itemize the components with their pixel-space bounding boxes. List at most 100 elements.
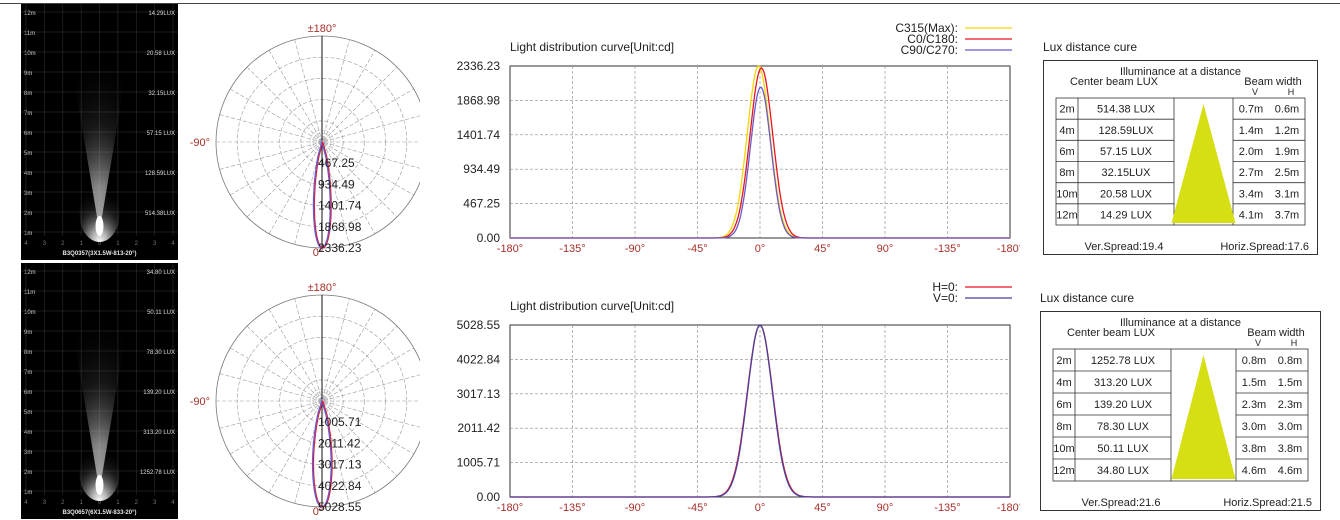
y-tick-label: 5028.55: [457, 318, 501, 332]
y-tick-label: 4022.84: [457, 352, 501, 366]
photo-caption: B3Q0657(6X1.5W-833-20°): [21, 507, 178, 519]
legend-label: H=0:: [932, 280, 958, 294]
polar-lobe: [313, 399, 333, 508]
y-tick-label: 1005.71: [457, 456, 501, 470]
lux-label: 32.15LUX: [148, 91, 175, 97]
series-line: [510, 86, 1010, 239]
light-source: [95, 475, 104, 495]
lux-value: 14.29 LUX: [1100, 209, 1153, 221]
lux-label: 34.80 LUX: [147, 270, 175, 276]
lux-label: 20.58 LUX: [147, 51, 175, 57]
polar-ring-label: 1401.74: [318, 199, 362, 213]
lux-value: 313.20 LUX: [1094, 377, 1153, 389]
ver-spread: Ver.Spread:19.4: [1085, 241, 1164, 253]
distance-label: 7m: [24, 111, 32, 117]
distance-label: 3m: [24, 450, 32, 456]
x-tick-label: 45°: [814, 243, 831, 255]
photo-x-tick: 1: [116, 241, 120, 247]
panel-row-2: 12m 11m 10m 9m 8m 7m 6m 5m 4m 3m 2m 1m 4 3 2 1 0 1 2 3 4 34.8…: [0, 263, 1340, 520]
lux-v-width: 1.5m: [1242, 377, 1266, 389]
lux-distance: 2m: [1059, 104, 1074, 116]
polar-top-label: ±180°: [308, 282, 337, 294]
lux-distance: 4m: [1056, 377, 1071, 389]
x-tick-label: -180°: [497, 243, 523, 255]
lux-v-width: 3.4m: [1239, 188, 1263, 200]
distance-label: 4m: [24, 171, 32, 177]
light-distribution-chart: Light distribution curve[Unit:cd] C315(Ma…: [457, 21, 1020, 255]
beam-photo: 12m 11m 10m 9m 8m 7m 6m 5m 4m 3m 2m 1m 4 3 2 1 0 1 2 3 4 34.8…: [21, 263, 178, 507]
lux-label: 78.30 LUX: [147, 350, 175, 356]
distance-label: 9m: [24, 71, 32, 77]
beam-photo-canvas: 12m 11m 10m 9m 8m 7m 6m 5m 4m 3m 2m 1m 4 3 2 1 0 1 2 3 4 14.2…: [21, 4, 178, 247]
distance-label: 1m: [24, 231, 32, 237]
lux-distance: 4m: [1059, 125, 1074, 137]
y-tick-label: 0.00: [477, 231, 501, 245]
lux-h-width: 1.5m: [1278, 377, 1302, 389]
lux-header: Illuminance at a distance: [1120, 317, 1241, 329]
chart-title: Light distribution curve[Unit:cd]: [510, 40, 674, 54]
lux-label: 14.29LUX: [148, 11, 175, 17]
polar-ring-label: 2011.42: [318, 436, 361, 450]
y-tick-label: 467.25: [463, 197, 500, 211]
panel-row-1: 12m 11m 10m 9m 8m 7m 6m 5m 4m 3m 2m 1m 4 3 2 1 0 1 2 3 4 14.2…: [0, 4, 1340, 261]
x-tick-label: -45°: [687, 502, 707, 514]
photo-x-tick: 2: [61, 500, 65, 506]
lux-label: 514.38LUX: [145, 211, 175, 217]
polar-ring-label: 1868.98: [318, 220, 362, 234]
lux-value: 1252.78 LUX: [1091, 355, 1156, 367]
lux-v-width: 1.4m: [1239, 125, 1263, 137]
lux-value: 139.20 LUX: [1094, 399, 1153, 411]
lux-col-h: H: [1288, 87, 1295, 97]
lux-h-width: 3.0m: [1278, 421, 1302, 433]
polar-ring-label: 2336.23: [318, 241, 362, 255]
light-glow: [79, 186, 120, 242]
x-tick-label: -180°: [497, 502, 523, 514]
polar-diagram: ±180°-90°90°0°467.25934.491401.741868.98…: [190, 23, 420, 259]
lux-value: 514.38 LUX: [1097, 104, 1156, 116]
beam-photo: 12m 11m 10m 9m 8m 7m 6m 5m 4m 3m 2m 1m 4 3 2 1 0 1 2 3 4 14.2…: [21, 4, 178, 248]
photo-x-tick: 0: [98, 241, 102, 247]
light-source: [95, 216, 104, 236]
lux-h-width: 2.5m: [1275, 167, 1299, 179]
lux-label: 50.11 LUX: [147, 310, 175, 316]
polar-ring-label: 1005.71: [318, 415, 362, 429]
lux-v-width: 2.0m: [1239, 146, 1263, 158]
distance-label: 11m: [24, 31, 35, 37]
x-tick-label: 0°: [755, 502, 766, 514]
x-tick-label: -180°: [997, 502, 1020, 514]
photo-x-tick: 4: [171, 500, 175, 506]
x-tick-label: 0°: [755, 243, 766, 255]
hor-spread: Horiz.Spread:21.5: [1223, 497, 1312, 509]
photo-x-tick: 2: [135, 241, 139, 247]
beam-cone: [1171, 355, 1236, 479]
lux-distance-table: Illuminance at a distance Center beam LUX…: [1040, 311, 1321, 511]
beam-photo-canvas: 12m 11m 10m 9m 8m 7m 6m 5m 4m 3m 2m 1m 4 3 2 1 0 1 2 3 4 34.8…: [21, 263, 178, 506]
top-rule: [0, 3, 1340, 4]
lux-value: 57.15 LUX: [1100, 146, 1153, 158]
lux-h-width: 2.3m: [1278, 399, 1302, 411]
lux-title: Lux distance cure: [1043, 40, 1138, 54]
lux-col-v: V: [1255, 338, 1261, 348]
distance-label: 7m: [24, 370, 32, 376]
light-glow: [79, 445, 120, 501]
distance-label: 12m: [24, 11, 36, 17]
photo-x-tick: 3: [153, 500, 157, 506]
lux-v-width: 4.6m: [1242, 465, 1266, 477]
lux-v-width: 0.7m: [1239, 104, 1263, 116]
lux-header-right: Beam width: [1244, 76, 1301, 88]
lux-v-width: 0.8m: [1242, 355, 1266, 367]
light-beam: [69, 52, 130, 232]
hor-spread: Horiz.Spread:17.6: [1220, 241, 1309, 253]
photo-x-tick: 1: [79, 241, 83, 247]
lux-h-width: 1.9m: [1275, 146, 1299, 158]
beam-cone: [1171, 104, 1236, 223]
lux-v-width: 3.0m: [1242, 421, 1266, 433]
y-tick-label: 0.00: [477, 490, 501, 504]
lux-col-h: H: [1291, 338, 1298, 348]
lux-v-width: 2.3m: [1242, 399, 1266, 411]
distance-label: 8m: [24, 91, 32, 97]
distance-label: 9m: [24, 330, 32, 336]
photo-x-tick: 3: [43, 500, 47, 506]
